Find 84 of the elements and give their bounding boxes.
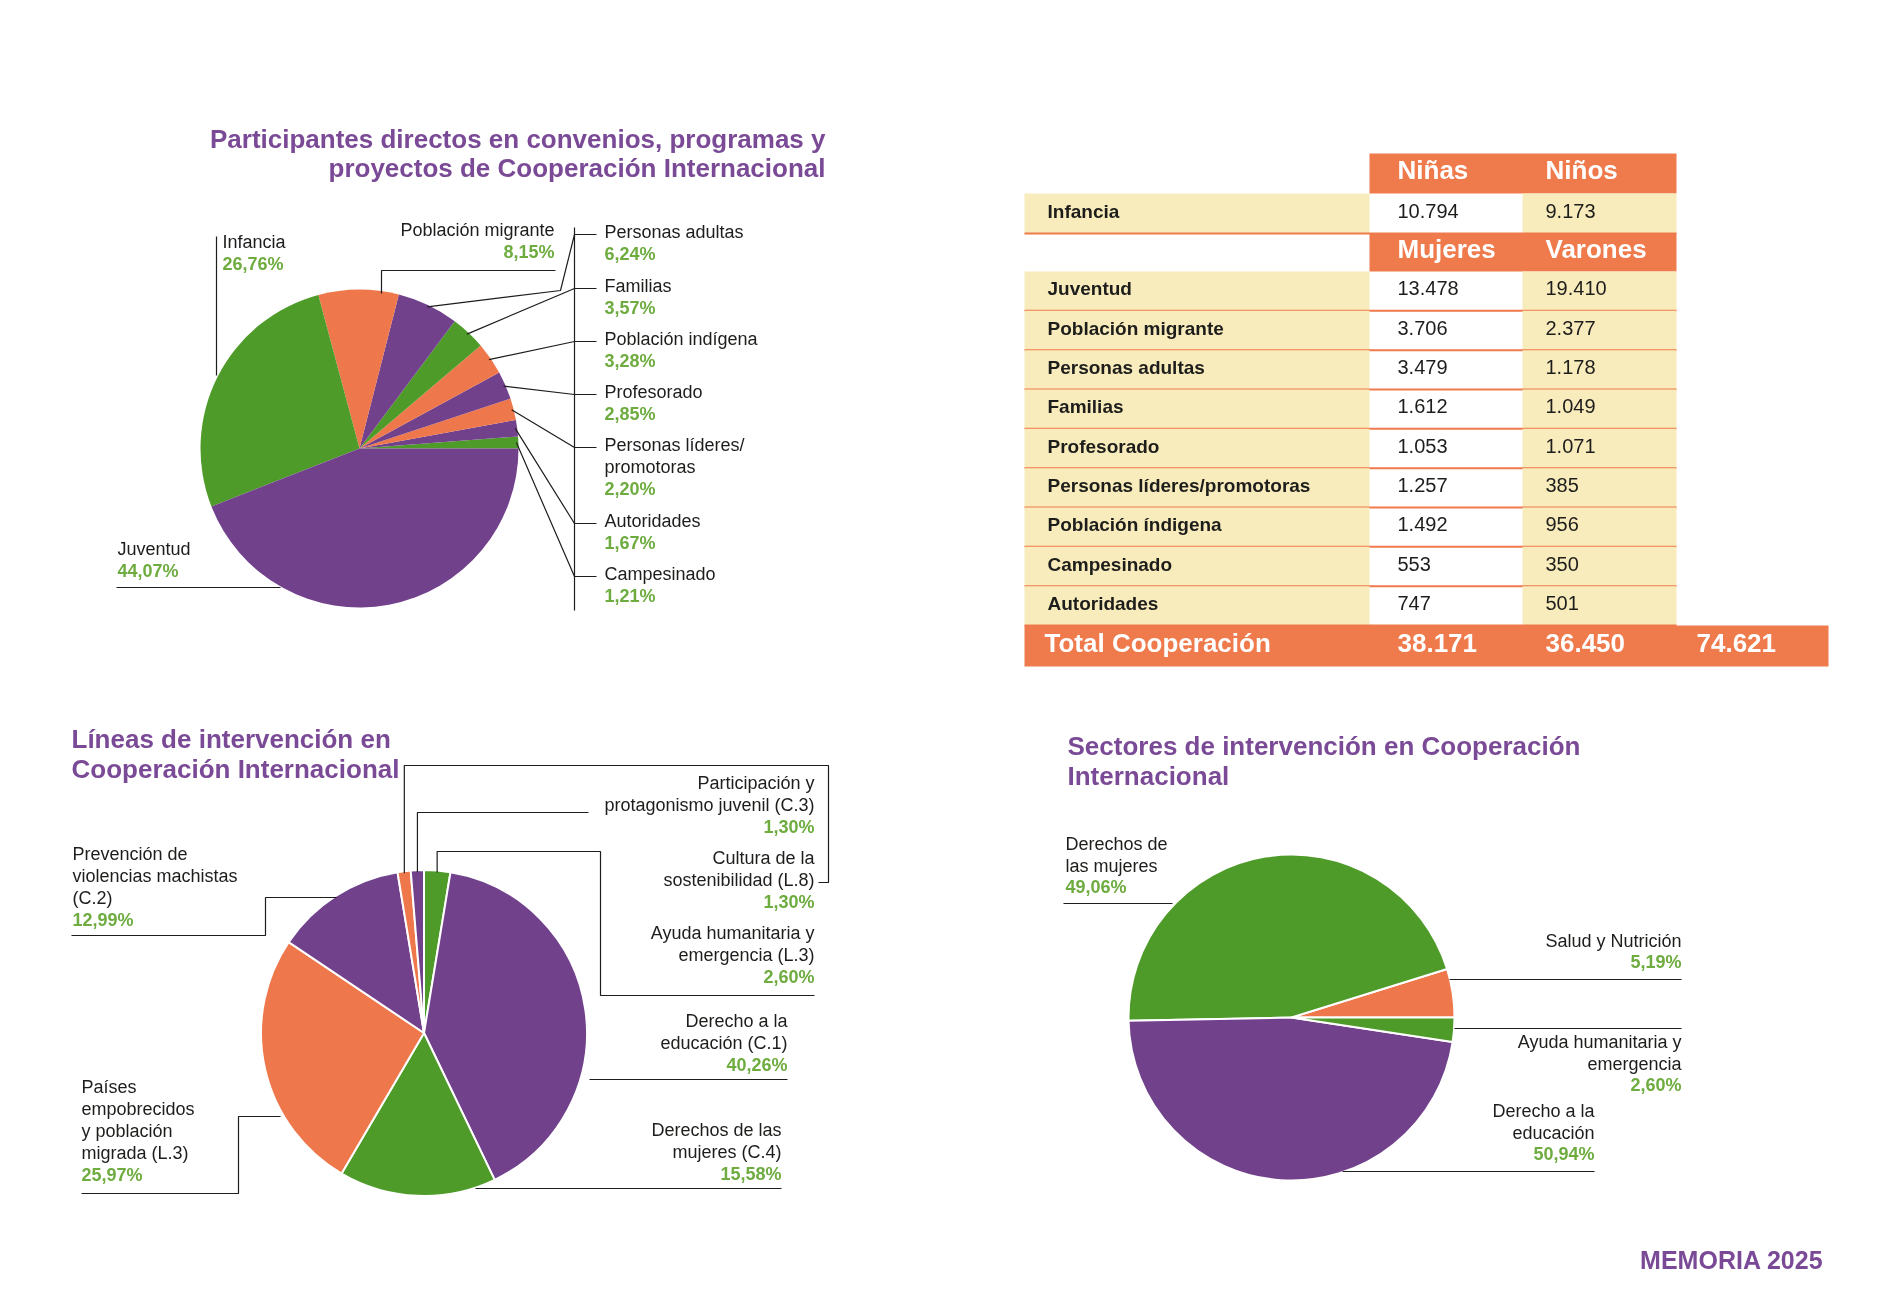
slice-label: Población indígena <box>604 329 759 349</box>
text: Población migrante <box>1047 317 1224 339</box>
text: 1.071 <box>1545 434 1596 457</box>
text: Personas líderes/promotoras <box>1047 474 1311 496</box>
data-label: 49,06% <box>1065 877 1127 898</box>
data-label: 40,26% <box>726 1055 788 1075</box>
text: 2.377 <box>1545 316 1596 339</box>
slice-label: Juventud <box>117 539 191 559</box>
slice-label: Personas líderes/ promotoras <box>604 435 745 477</box>
slice-label: Derecho a la educación <box>1492 1101 1596 1143</box>
text: 1.178 <box>1545 355 1596 378</box>
data-label: 25,97% <box>81 1165 143 1185</box>
data-label: 2,60% <box>1630 1075 1682 1096</box>
slice-label: Ayuda humanitaria y emergencia <box>1517 1032 1683 1074</box>
data-label: 2,85% <box>604 404 656 424</box>
slice-label: Profesorado <box>604 382 703 402</box>
slice-label: Prevención de violencias machistas (C.2) <box>72 844 238 908</box>
data-label: 15,58% <box>720 1164 782 1184</box>
text: 553 <box>1397 552 1431 575</box>
data-label: 44,07% <box>117 561 179 581</box>
text: Profesorado <box>1047 435 1160 457</box>
data-label: 5,19% <box>1630 952 1682 973</box>
text: Juventud <box>1047 278 1132 300</box>
data-label: 2,60% <box>763 967 815 987</box>
slice-label: Autoridades <box>604 511 701 531</box>
text: 350 <box>1545 552 1579 575</box>
text: Personas adultas <box>1047 356 1205 378</box>
text: Varones <box>1545 234 1647 264</box>
text: Campesinado <box>1047 553 1173 575</box>
text: 36.450 <box>1545 627 1626 658</box>
text: 38.171 <box>1397 627 1478 658</box>
text: Infancia <box>1047 200 1120 222</box>
chart-title: Participantes directos en convenios, programas y proyectos de Cooperación Internacional <box>209 123 827 183</box>
text: Niños <box>1545 155 1618 185</box>
slice-label: Campesinado <box>604 564 716 584</box>
data-label: 50,94% <box>1533 1144 1595 1165</box>
text: Total Cooperación <box>1044 627 1271 658</box>
data-label: 1,21% <box>604 586 656 606</box>
slice-label: Personas adultas <box>604 222 744 242</box>
slice-label: Cultura de la sostenibilidad (L.8) <box>663 848 816 890</box>
text: 19.410 <box>1545 277 1607 300</box>
chart-title: Líneas de intervención en Cooperación Internacional <box>71 723 400 784</box>
slice-label: Familias <box>604 276 672 296</box>
text: 1.612 <box>1397 395 1448 418</box>
slice-label: Participación y protagonismo juvenil (C.3) <box>604 773 815 815</box>
text: 1.053 <box>1397 434 1448 457</box>
slice-label: Ayuda humanitaria y emergencia (L.3) <box>650 923 815 965</box>
text: Autoridades <box>1047 592 1159 614</box>
data-label: 8,15% <box>503 242 555 262</box>
slice-label: Salud y Nutrición <box>1545 930 1682 951</box>
text: MEMORIA 2025 <box>1640 1246 1823 1274</box>
data-label: 2,20% <box>604 479 656 499</box>
data-label: 1,30% <box>763 892 815 912</box>
text: Niñas <box>1397 155 1469 185</box>
text: 3.706 <box>1397 316 1448 339</box>
slice-label: Población migrante <box>400 220 555 240</box>
text: 747 <box>1397 591 1431 614</box>
text: 1.257 <box>1397 473 1448 496</box>
text: Familias <box>1047 396 1124 418</box>
data-label: 26,76% <box>222 254 284 274</box>
text: 3.479 <box>1397 355 1448 378</box>
text: 74.621 <box>1696 627 1777 658</box>
text: 10.794 <box>1397 199 1459 222</box>
data-label: 3,28% <box>604 351 656 371</box>
text: 13.478 <box>1397 277 1459 300</box>
data-label: 3,57% <box>604 298 656 318</box>
text: 1.492 <box>1397 513 1448 536</box>
slice-label: Derecho a la educación (C.1) <box>660 1011 789 1053</box>
data-label: 12,99% <box>72 910 134 930</box>
slice-label: Infancia <box>222 232 287 252</box>
text: 956 <box>1545 513 1579 536</box>
text: 1.049 <box>1545 395 1596 418</box>
chart-title: Sectores de intervención en Cooperación Internacional <box>1067 730 1581 791</box>
slice-label: Derechos de las mujeres (C.4) <box>651 1120 782 1162</box>
text: 501 <box>1545 591 1579 614</box>
text: 385 <box>1545 473 1579 496</box>
text: 9.173 <box>1545 199 1596 222</box>
slice-label: Países empobrecidos y población migrada (L.3) <box>81 1077 195 1163</box>
text: Mujeres <box>1397 234 1496 264</box>
text: Población índigena <box>1047 514 1223 536</box>
data-label: 1,67% <box>604 533 656 553</box>
slice-label: Derechos de las mujeres <box>1065 834 1168 876</box>
data-label: 6,24% <box>604 244 656 264</box>
data-label: 1,30% <box>763 817 815 837</box>
